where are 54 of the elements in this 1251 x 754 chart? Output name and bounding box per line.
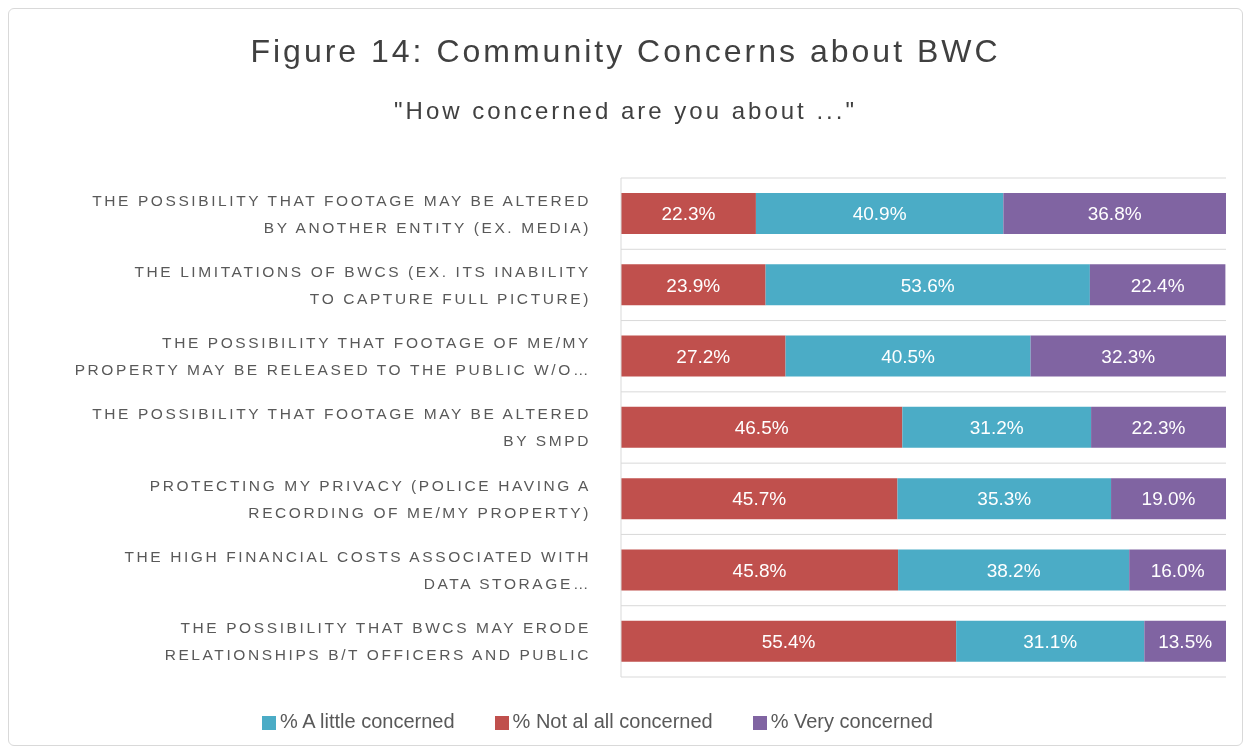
bar (1091, 406, 1226, 448)
bar (1111, 478, 1226, 520)
data-label: 16.0% (1150, 559, 1205, 581)
data-label: 32.3% (1101, 345, 1156, 367)
y-tick-label: THE POSSIBILITY THAT BWCS MAY ERODE RELATIONSHIPS B/T OFFICERS AND PUBLIC (164, 619, 591, 664)
bar (765, 264, 1090, 306)
data-label: 45.7% (732, 488, 787, 510)
y-tick-label: THE POSSIBILITY THAT FOOTAGE MAY BE ALTERED BY SMPD (92, 405, 591, 450)
data-label: 22.3% (661, 203, 716, 225)
bar (1089, 264, 1226, 306)
data-label: 13.5% (1158, 630, 1213, 652)
bar (621, 406, 903, 448)
y-tick-label: THE POSSIBILITY THAT FOOTAGE OF ME/MY PROPERTY MAY BE RELEASED TO THE PUBLIC W/O… (74, 334, 591, 379)
bar (956, 620, 1145, 662)
data-label: 45.8% (732, 559, 787, 581)
data-label: 22.4% (1130, 274, 1185, 296)
data-label: 27.2% (676, 345, 731, 367)
data-label: 22.3% (1131, 417, 1186, 439)
chart-title: Figure 14: Community Concerns about BWC (249, 33, 1002, 70)
bar (621, 264, 766, 306)
data-label: 46.5% (734, 417, 789, 439)
bar (1129, 549, 1226, 591)
bar (785, 335, 1031, 377)
bar (621, 478, 898, 520)
y-tick-label: THE POSSIBILITY THAT FOOTAGE MAY BE ALTERED BY ANOTHER ENTITY (EX. MEDIA) (92, 191, 591, 236)
bar (621, 620, 957, 662)
data-label: 23.9% (666, 274, 721, 296)
data-label: 35.3% (977, 488, 1032, 510)
bar (898, 549, 1130, 591)
bar (755, 193, 1004, 234)
data-label: 55.4% (761, 630, 816, 652)
data-label: 40.9% (852, 203, 907, 225)
bar (902, 406, 1092, 448)
data-label: 38.2% (986, 559, 1041, 581)
y-tick-label: THE LIMITATIONS OF BWCS (EX. ITS INABILITY TO CAPTURE FULL PICTURE) (134, 262, 591, 307)
data-label: 53.6% (900, 274, 955, 296)
bar (1003, 193, 1226, 234)
y-tick-label: PROTECTING MY PRIVACY (POLICE HAVING A RECORDING OF ME/MY PROPERTY) (149, 476, 591, 521)
data-label: 40.5% (881, 345, 936, 367)
bar (621, 335, 786, 377)
bar (621, 549, 899, 591)
data-label: 19.0% (1141, 488, 1196, 510)
bar (897, 478, 1112, 520)
chart-subtitle: "How concerned are you about ..." (393, 97, 858, 125)
bar (621, 193, 756, 234)
data-label: 36.8% (1087, 203, 1142, 225)
data-label: 31.2% (969, 417, 1024, 439)
bar (1030, 335, 1226, 377)
legend-label: % A little concerned (280, 710, 455, 732)
legend-label: % Very concerned (770, 710, 933, 732)
bar (1144, 620, 1226, 662)
data-label: 31.1% (1023, 630, 1078, 652)
y-tick-label: THE HIGH FINANCIAL COSTS ASSOCIATED WITH DATA STORAGE… (124, 548, 591, 592)
legend-label: % Not al all concerned (512, 710, 713, 732)
